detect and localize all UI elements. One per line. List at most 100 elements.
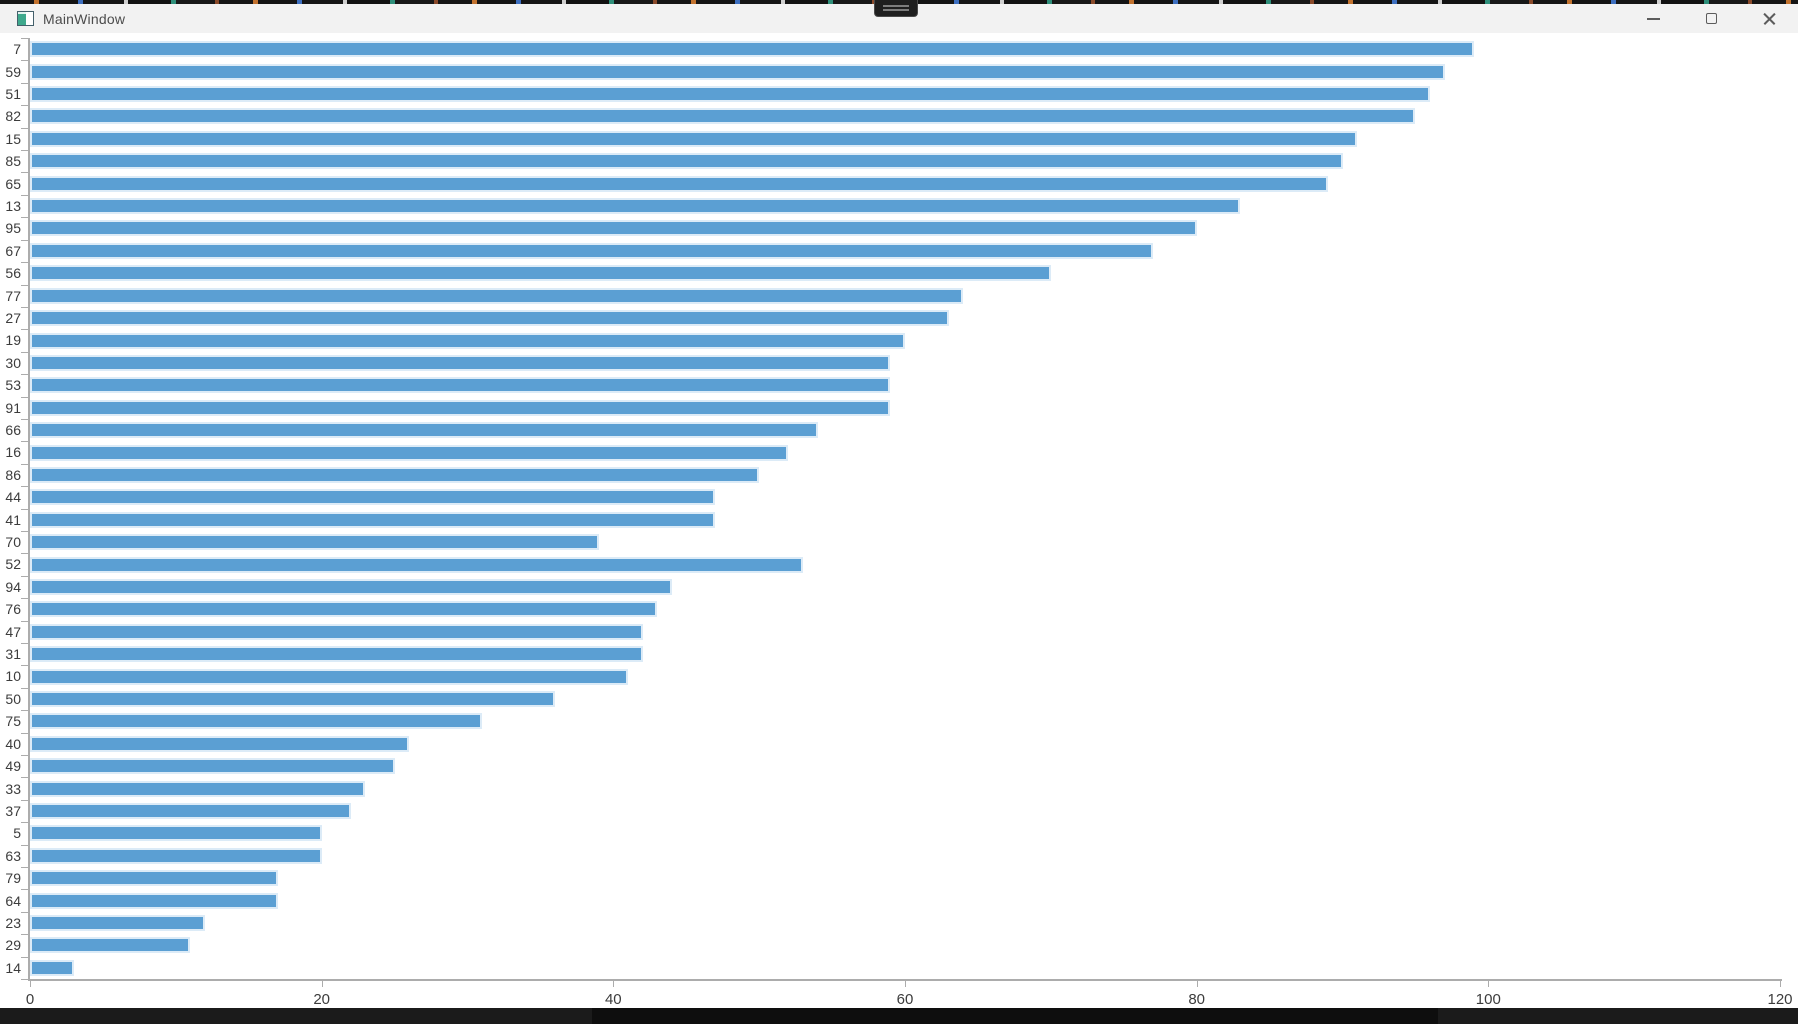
bar [30,153,1343,170]
x-axis-tick-label: 40 [604,991,622,1008]
y-axis-label: 27 [5,310,21,327]
bar [30,422,818,439]
y-axis-tick [21,889,28,891]
y-axis-tick [21,60,28,62]
bar [30,41,1474,58]
y-axis-label: 59 [5,63,21,80]
y-axis-label: 10 [5,668,21,685]
y-axis-tick [21,38,28,39]
x-axis-tick-label: 80 [1188,991,1206,1008]
y-axis-label: 53 [5,377,21,394]
y-axis-label: 67 [5,242,21,259]
y-axis-label: 5 [13,825,21,842]
y-axis-tick [21,508,28,510]
y-axis-label: 82 [5,108,21,125]
y-axis-tick [21,441,28,443]
y-axis-tick [21,575,28,577]
minimize-button[interactable] [1624,4,1682,33]
y-axis-label: 29 [5,937,21,954]
y-axis-label: 85 [5,153,21,170]
y-axis-tick [21,979,28,980]
x-axis-tick-label: 60 [896,991,914,1008]
grip-line-icon [883,5,909,7]
maximize-button[interactable] [1682,4,1740,33]
bar [30,444,789,461]
bar [30,937,191,954]
bar [30,130,1358,147]
y-axis-tick [21,732,28,734]
y-axis-tick [21,82,28,84]
bar [30,86,1430,102]
x-axis-tick [905,981,906,987]
y-axis-label: 63 [5,847,21,864]
y-axis-tick [21,710,28,712]
y-axis-label: 86 [5,466,21,483]
bar [30,287,964,304]
y-axis-tick [21,239,28,241]
y-axis-label: 30 [5,354,21,371]
x-axis-tick-label: 100 [1475,991,1501,1008]
y-axis-tick [21,553,28,555]
y-axis-tick [21,217,28,219]
maximize-icon [1705,13,1717,24]
y-axis-tick [21,262,28,263]
y-axis-label: 14 [5,959,21,976]
grip-line-icon [883,9,909,11]
y-axis-label: 52 [5,556,21,573]
y-axis-label: 65 [5,175,21,192]
bar [30,735,410,752]
bar [30,668,628,685]
y-axis-tick [21,956,28,958]
bar [30,847,322,864]
bar [30,377,891,394]
y-axis-tick [21,844,28,846]
y-axis-tick [21,172,28,174]
y-axis-tick [21,755,28,756]
y-axis-tick [21,463,28,465]
bar [30,108,1416,125]
bar [30,623,643,640]
y-axis-tick [21,620,28,622]
x-axis-tick [613,981,615,987]
y-axis-line [28,38,30,981]
y-axis-tick [21,665,28,667]
taskbar-peek-handle[interactable] [874,0,918,17]
bar [30,511,716,528]
bar [30,758,395,775]
y-axis-label: 41 [5,511,21,528]
bar [30,870,278,887]
app-icon [17,11,34,26]
y-axis-label: 19 [5,332,21,349]
bar [30,489,716,506]
y-axis-label: 77 [5,287,21,304]
background-bottom-strip [0,1008,1798,1024]
y-axis-tick [21,486,28,488]
bar [30,198,1241,214]
x-axis-tick [321,981,323,987]
y-axis-tick [21,822,28,824]
x-axis-tick-label: 0 [25,991,35,1008]
bar [30,601,658,618]
y-axis-label: 33 [5,780,21,797]
x-axis-tick [1196,981,1198,987]
bar [30,780,366,797]
y-axis-tick [21,105,28,107]
y-axis-label: 13 [5,197,21,214]
y-axis-label: 70 [5,534,21,551]
x-axis-tick [1780,981,1781,987]
y-axis-tick [21,530,28,532]
y-axis-label: 56 [5,265,21,282]
x-axis-tick [1488,981,1490,987]
y-axis-label: 15 [5,130,21,147]
bar [30,713,483,730]
y-axis-tick [21,642,28,644]
bar [30,646,643,663]
y-axis-tick [21,306,28,308]
bar [30,578,672,595]
y-axis-label: 75 [5,713,21,730]
y-axis-tick [21,911,28,913]
y-axis-tick [21,194,28,196]
y-axis-tick [21,799,28,801]
bar [30,892,278,909]
